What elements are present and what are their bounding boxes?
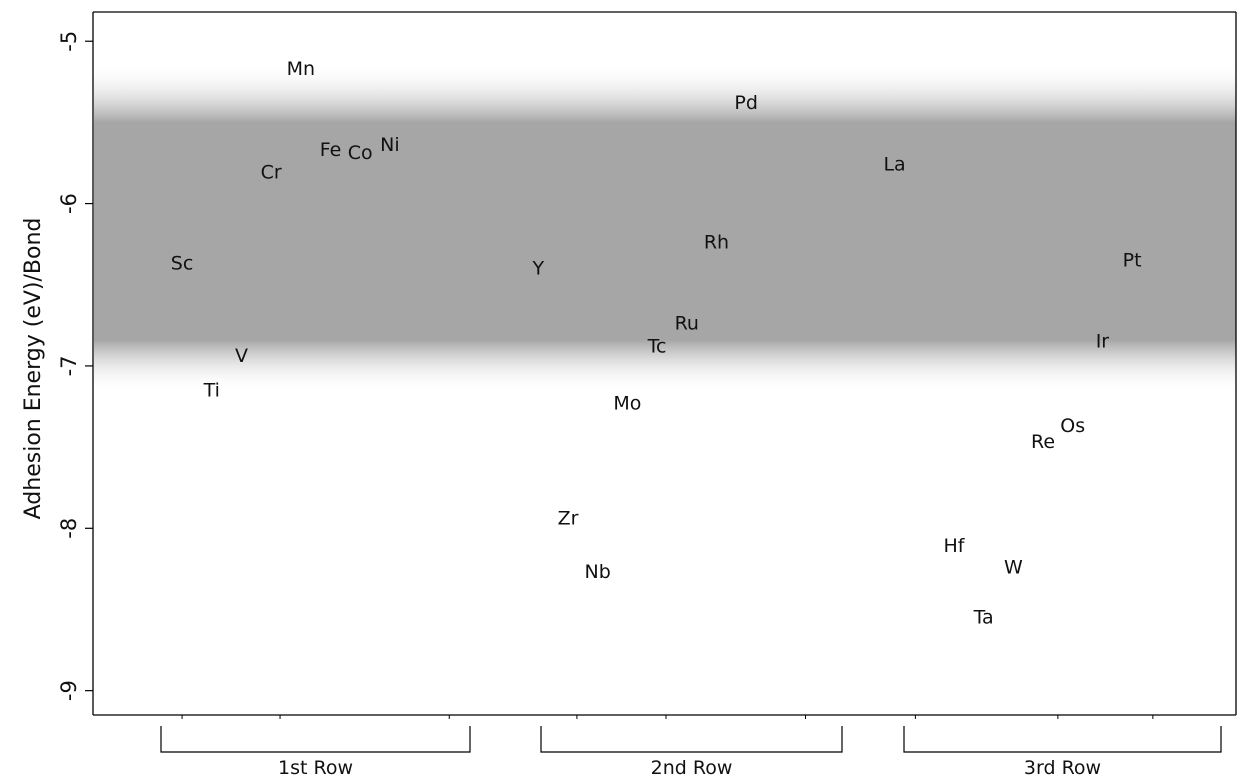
shaded-band (94, 63, 1236, 393)
y-tick-label: -8 (57, 518, 81, 539)
group-bracket (903, 726, 1222, 753)
point-label-pd: Pd (734, 92, 758, 114)
point-label-ir: Ir (1096, 331, 1110, 353)
point-label-zr: Zr (558, 508, 579, 530)
group-label-row-2: 2nd Row (651, 757, 733, 779)
point-label-ru: Ru (675, 313, 699, 335)
point-label-cr: Cr (261, 162, 282, 184)
y-tick-label: -9 (57, 680, 81, 701)
point-label-rh: Rh (704, 232, 729, 254)
point-label-ni: Ni (380, 134, 400, 156)
point-label-mo: Mo (613, 392, 641, 414)
group-bracket (160, 726, 471, 753)
point-label-fe: Fe (320, 139, 342, 161)
y-tick-label: -7 (57, 355, 81, 376)
y-axis-title: Adhesion Energy (eV)/Bond (21, 218, 46, 520)
point-label-y: Y (532, 258, 545, 280)
point-label-co: Co (348, 142, 373, 164)
point-label-v: V (235, 345, 248, 367)
point-label-ti: Ti (203, 379, 220, 401)
point-label-os: Os (1060, 415, 1085, 437)
point-label-nb: Nb (585, 561, 611, 583)
point-label-la: La (883, 154, 905, 176)
group-label-row-1: 1st Row (278, 757, 353, 779)
point-label-re: Re (1031, 431, 1055, 453)
point-label-ta: Ta (973, 607, 994, 629)
point-label-pt: Pt (1123, 249, 1142, 271)
group-bracket (540, 726, 843, 753)
y-tick-label: -6 (57, 193, 81, 214)
point-label-hf: Hf (943, 535, 965, 557)
point-label-w: W (1004, 556, 1023, 578)
y-tick-label: -5 (57, 31, 81, 52)
point-label-sc: Sc (171, 253, 194, 275)
point-label-tc: Tc (647, 335, 667, 357)
group-label-row-3: 3rd Row (1024, 757, 1101, 779)
point-label-mn: Mn (287, 58, 315, 80)
